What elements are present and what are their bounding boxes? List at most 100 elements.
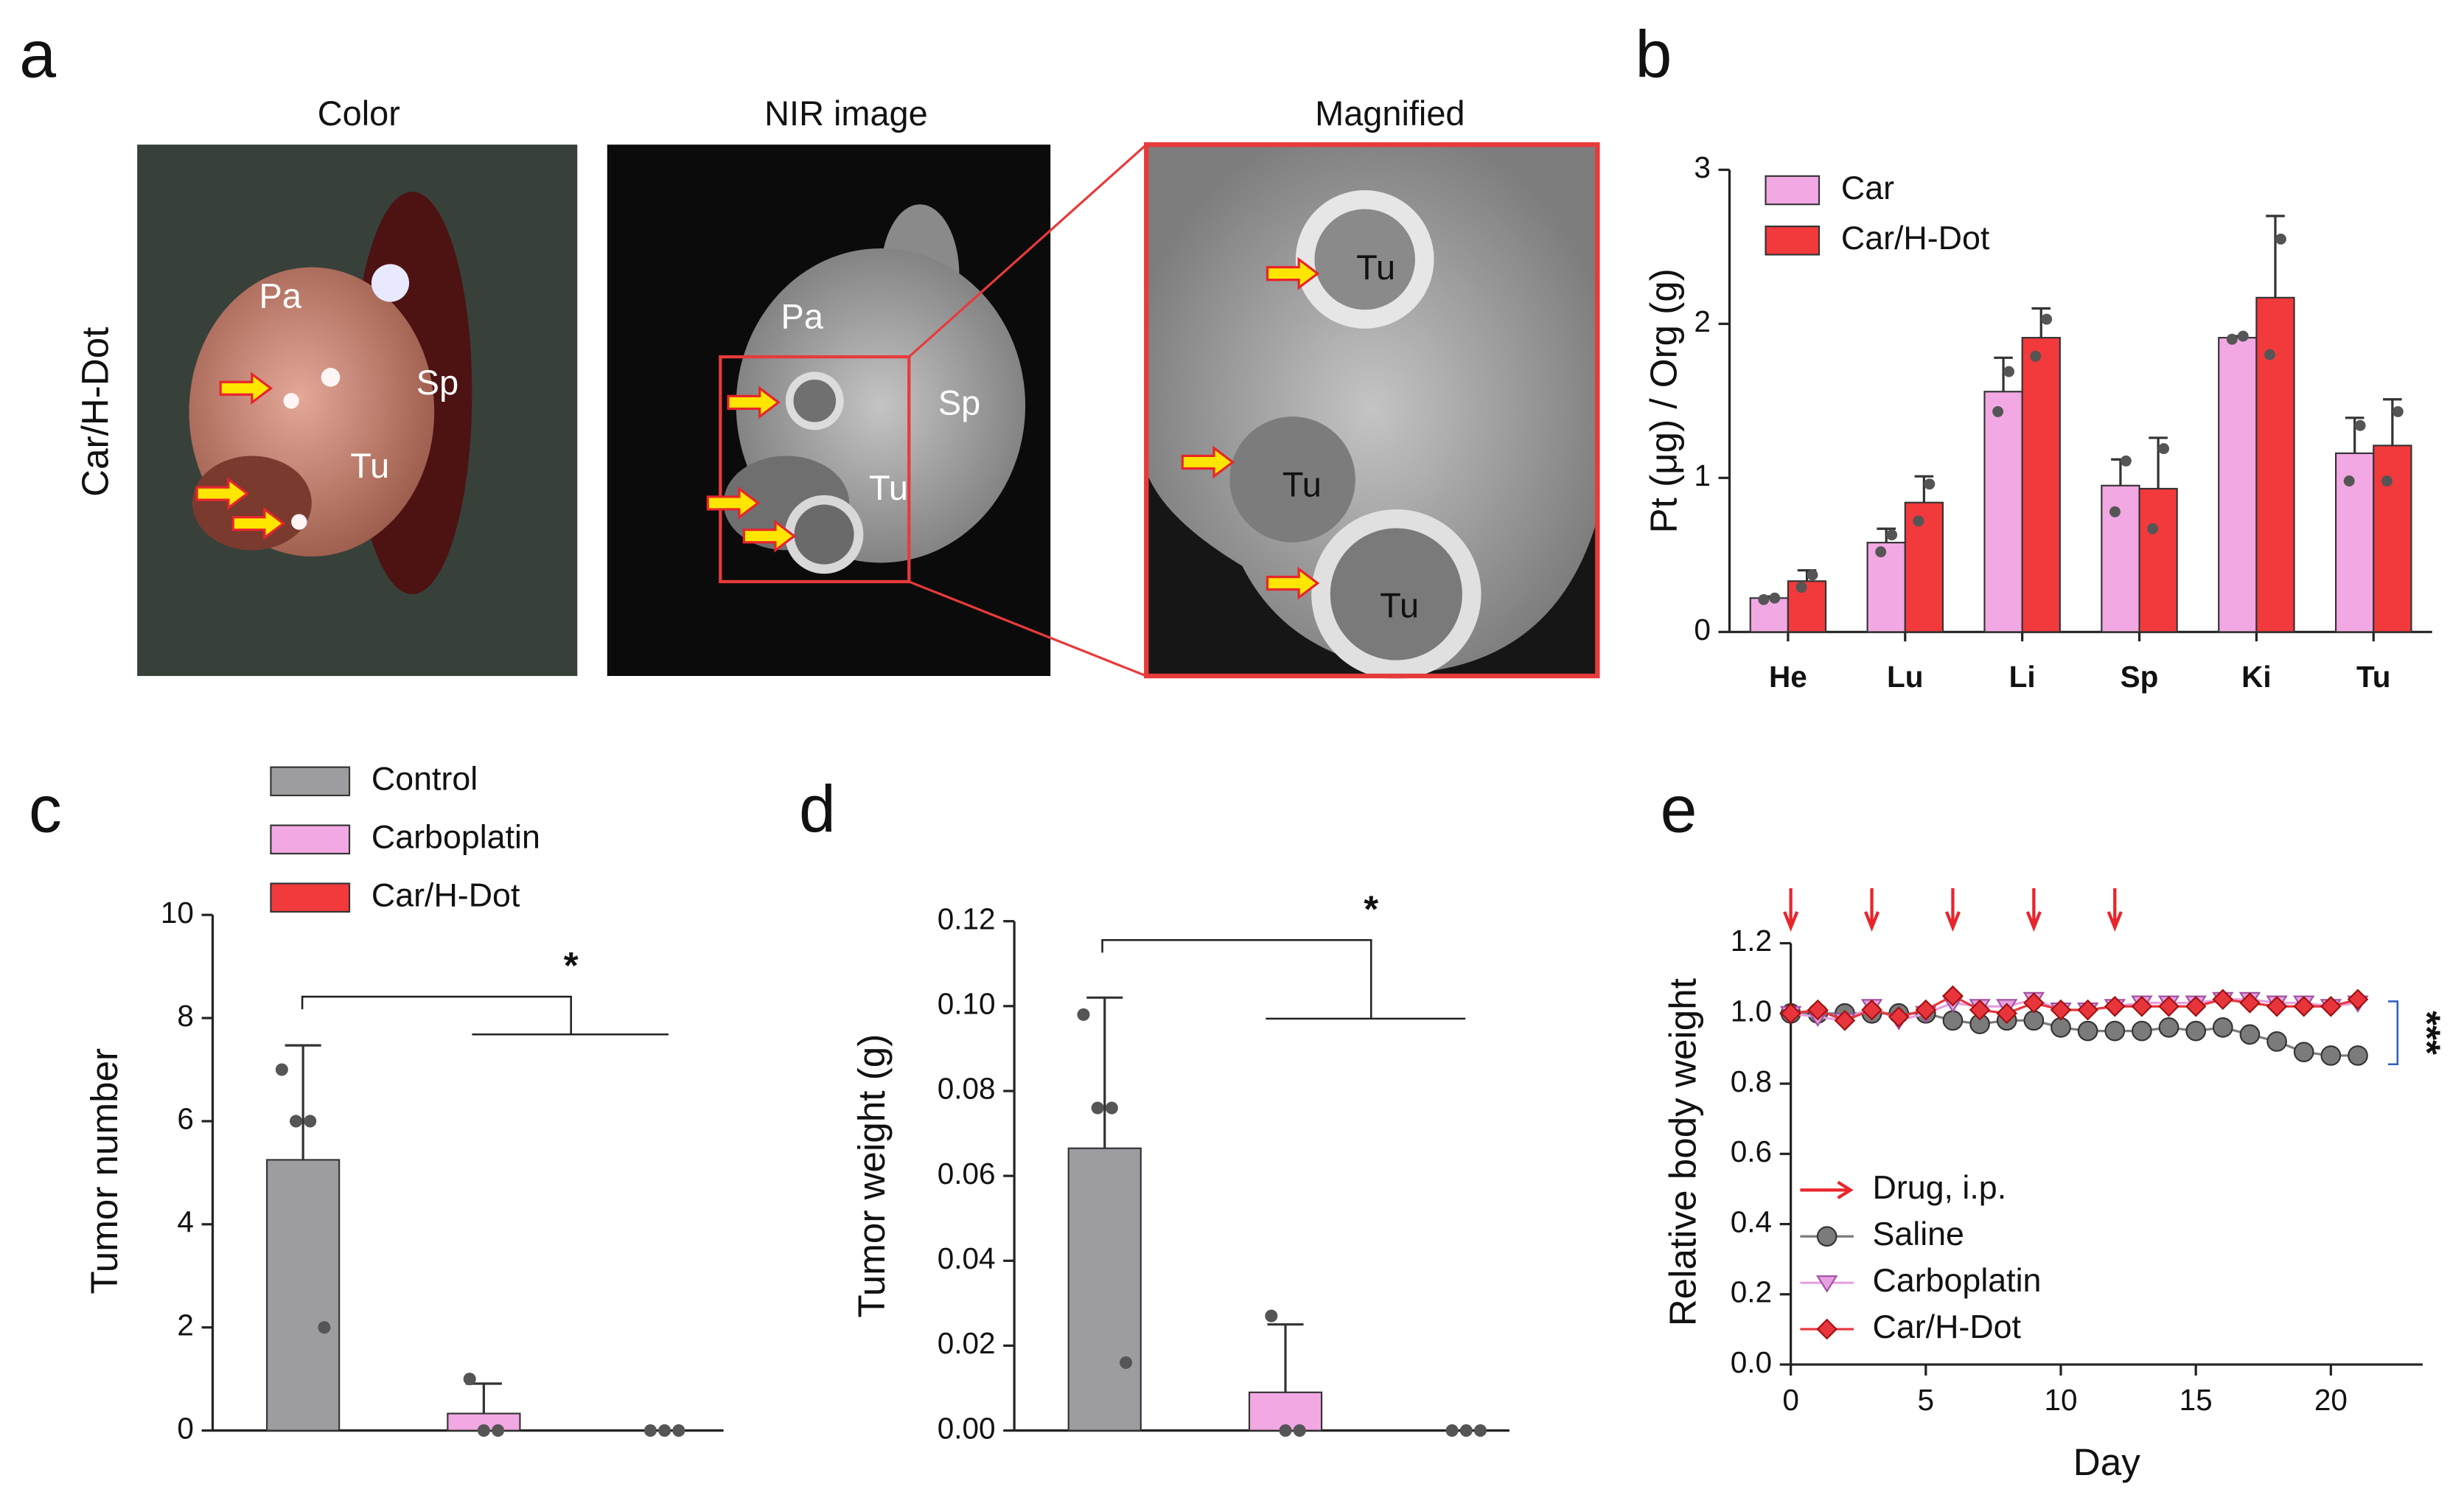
data-point [643,1424,657,1437]
error-bar [2383,398,2402,446]
data-point [1769,592,1781,604]
legend-label: Carboplatin [1873,1262,2042,1299]
data-point [1091,1101,1104,1115]
data-point [2030,350,2042,362]
bar [2218,337,2258,633]
y-tick-label: 0.00 [938,1411,996,1445]
marker [1816,1318,1837,1340]
x-tick-label: 10 [2044,1383,2077,1417]
data-point [2003,366,2014,377]
organ-label: Sp [938,384,980,422]
panel-letter: b [1636,18,1672,91]
data-point [2109,506,2121,517]
x-axis-label: Day [2073,1441,2140,1483]
marker [2266,1031,2287,1052]
bar [2373,445,2412,633]
pointer-arrow [195,477,250,511]
marker [1915,999,1937,1021]
drug-arrow [2107,888,2123,932]
error-bar [1994,356,2013,392]
data-point [1795,582,1807,593]
y-tick-label: 0 [1694,613,1711,646]
data-point [672,1424,685,1437]
organ-label: Pa [781,297,824,335]
data-point [2041,313,2053,325]
y-tick-label: 1.2 [1731,924,1772,958]
marker [2050,999,2072,1021]
y-tick-label: 0.02 [938,1326,996,1360]
data-point [2237,330,2249,342]
marker [2348,1045,2368,1066]
y-tick-label: 8 [177,999,194,1033]
marker [2185,995,2207,1017]
x-tick-label: Ki [2241,660,2272,694]
y-tick-label: 2 [1694,304,1711,338]
data-point [1120,1356,1133,1370]
bar [1904,501,1944,633]
marker [2077,1020,2098,1042]
data-point [2392,405,2404,417]
x-tick-label: 5 [1918,1383,1935,1417]
x-tick-label: Li [2009,660,2036,694]
marker [2266,995,2288,1017]
y-tick-label: 1 [1694,459,1711,492]
y-tick-label: 1.0 [1731,994,1772,1028]
y-tick-label: 0.2 [1731,1275,1772,1309]
pointer-arrow [1266,566,1320,600]
legend-label: Control [371,761,478,798]
pointer-arrow [742,519,797,553]
data-point [2381,475,2393,487]
zoom-line [908,144,1148,358]
bar [2255,296,2295,633]
panel-letter: c [29,772,62,846]
marker [1888,1006,1910,1028]
bar [1749,597,1789,633]
marker [1861,999,1882,1021]
x-tick-label: 0 [1782,1383,1799,1417]
legend-swatch [1765,175,1821,206]
data-point [2226,333,2238,345]
marker [1780,1003,1801,1025]
y-tick-label: 6 [177,1102,194,1136]
error-bar [2149,436,2168,489]
legend-label: Car/H-Dot [371,877,520,914]
pointer-arrow [1181,445,1235,479]
organ-label: Pa [259,277,302,316]
legend-swatch [270,824,351,855]
y-tick-label: 0.10 [938,987,996,1021]
marker [2212,989,2234,1011]
image-title: Magnified [1315,94,1465,133]
x-tick-label: Lu [1887,660,1923,694]
significance-bracket [301,995,669,1036]
data-point [1886,529,1898,541]
y-tick-label: 0.6 [1731,1134,1772,1168]
significance-label: *** [2407,1011,2449,1055]
series-line [1790,994,2359,1022]
bar [2021,337,2061,633]
error-bar [2031,307,2051,338]
data-point [318,1321,331,1334]
pointer-arrow [706,487,761,520]
data-point [2275,233,2286,245]
data-point [2120,455,2132,467]
data-point [1758,593,1770,605]
zoom-line [908,580,1147,677]
marker [1942,985,1964,1007]
marker [2104,1020,2126,1042]
x-tick-label: He [1769,660,1807,694]
pointer-arrow [231,506,286,540]
legend-label: Carboplatin [371,819,540,856]
marker [1816,1226,1837,1247]
organ-label: Tu [1282,465,1322,503]
marker [2132,1020,2152,1042]
x-tick-label: Tu [2356,660,2390,694]
data-point [2354,419,2366,431]
marker [2320,995,2342,1017]
marker [2239,992,2261,1014]
marker [2023,1010,2045,1031]
data-point [492,1424,505,1437]
y-tick-label: 0.08 [938,1072,996,1106]
pointer-arrow [219,372,273,405]
bar [1983,391,2023,633]
marker [2293,1042,2314,1063]
